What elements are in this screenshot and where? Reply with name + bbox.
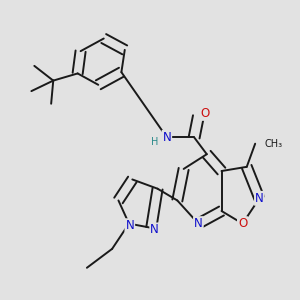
Text: O: O bbox=[238, 217, 247, 230]
Text: N: N bbox=[255, 192, 264, 205]
Text: CH₃: CH₃ bbox=[264, 139, 283, 149]
Text: N: N bbox=[194, 217, 203, 230]
Text: N: N bbox=[125, 219, 134, 232]
Text: N: N bbox=[163, 131, 171, 144]
Text: H: H bbox=[152, 137, 159, 147]
Text: O: O bbox=[200, 107, 209, 120]
Text: N: N bbox=[150, 224, 159, 236]
